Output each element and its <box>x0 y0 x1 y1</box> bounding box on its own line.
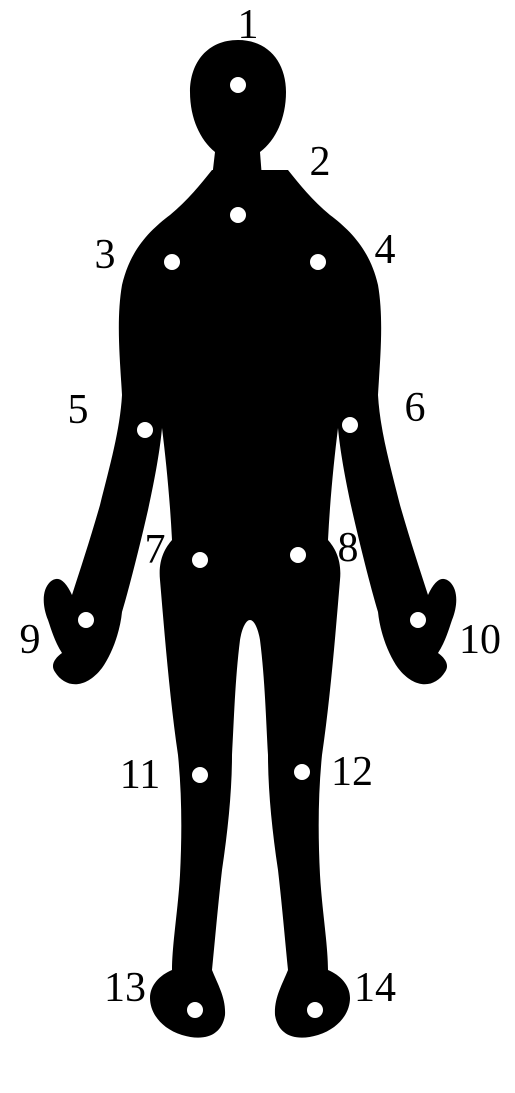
joint-elbow-right <box>342 417 358 433</box>
label-hand-right: 10 <box>459 616 501 664</box>
label-foot-right: 14 <box>354 964 396 1012</box>
label-hip-left: 7 <box>145 526 166 574</box>
joint-head <box>230 77 246 93</box>
joint-foot-right <box>307 1002 323 1018</box>
joint-neck <box>230 207 246 223</box>
label-knee-left: 11 <box>120 751 160 799</box>
joint-knee-left <box>192 767 208 783</box>
label-shoulder-right: 4 <box>375 226 396 274</box>
label-hand-left: 9 <box>20 616 41 664</box>
label-elbow-left: 5 <box>68 386 89 434</box>
label-elbow-right: 6 <box>405 384 426 432</box>
joint-hip-right <box>290 547 306 563</box>
label-neck: 2 <box>310 138 331 186</box>
joint-shoulder-left <box>164 254 180 270</box>
joint-hand-right <box>410 612 426 628</box>
joint-shoulder-right <box>310 254 326 270</box>
diagram-stage: 1234567891011121314 <box>0 0 515 1093</box>
joint-knee-right <box>294 764 310 780</box>
joint-foot-left <box>187 1002 203 1018</box>
label-hip-right: 8 <box>338 524 359 572</box>
label-head: 1 <box>238 1 259 49</box>
joint-elbow-left <box>137 422 153 438</box>
body-silhouette <box>0 0 515 1093</box>
label-foot-left: 13 <box>104 964 146 1012</box>
label-shoulder-left: 3 <box>95 231 116 279</box>
label-knee-right: 12 <box>331 748 373 796</box>
joint-hand-left <box>78 612 94 628</box>
joint-hip-left <box>192 552 208 568</box>
